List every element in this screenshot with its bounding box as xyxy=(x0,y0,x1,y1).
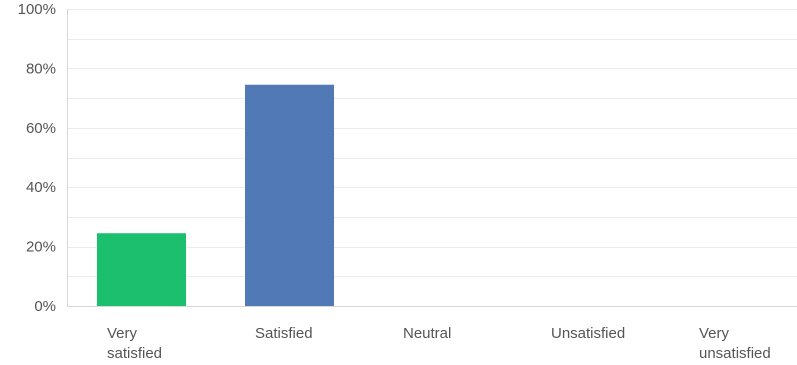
x-category-label-line: Satisfied xyxy=(255,325,313,342)
x-category-label-line: Unsatisfied xyxy=(551,325,625,342)
bar xyxy=(97,233,186,306)
y-tick-labels: 0% 20% 40% 60% 80% 100% xyxy=(18,1,56,315)
x-category-labels: Very satisfied Satisfied Neutral Unsatisfied… xyxy=(107,325,771,362)
axes xyxy=(67,9,797,307)
y-tick-label: 100% xyxy=(18,1,56,18)
x-category-label-line: satisfied xyxy=(107,345,162,362)
x-category-label-line: Very xyxy=(699,325,730,342)
x-category-label: Very unsatisfied xyxy=(699,325,771,362)
bars xyxy=(97,84,334,306)
gridlines xyxy=(67,9,797,277)
x-category-label-line: Very xyxy=(107,325,138,342)
x-category-label: Neutral xyxy=(403,325,451,342)
y-tick-label: 40% xyxy=(26,179,56,196)
y-tick-label: 80% xyxy=(26,60,56,77)
x-category-label-line: Neutral xyxy=(403,325,451,342)
y-tick-label: 0% xyxy=(34,298,56,315)
bar xyxy=(245,84,334,306)
y-tick-label: 20% xyxy=(26,239,56,256)
x-category-label: Unsatisfied xyxy=(551,325,625,342)
x-category-label: Very satisfied xyxy=(107,325,162,362)
x-category-label: Satisfied xyxy=(255,325,313,342)
x-category-label-line: unsatisfied xyxy=(699,345,771,362)
y-tick-label: 60% xyxy=(26,120,56,137)
